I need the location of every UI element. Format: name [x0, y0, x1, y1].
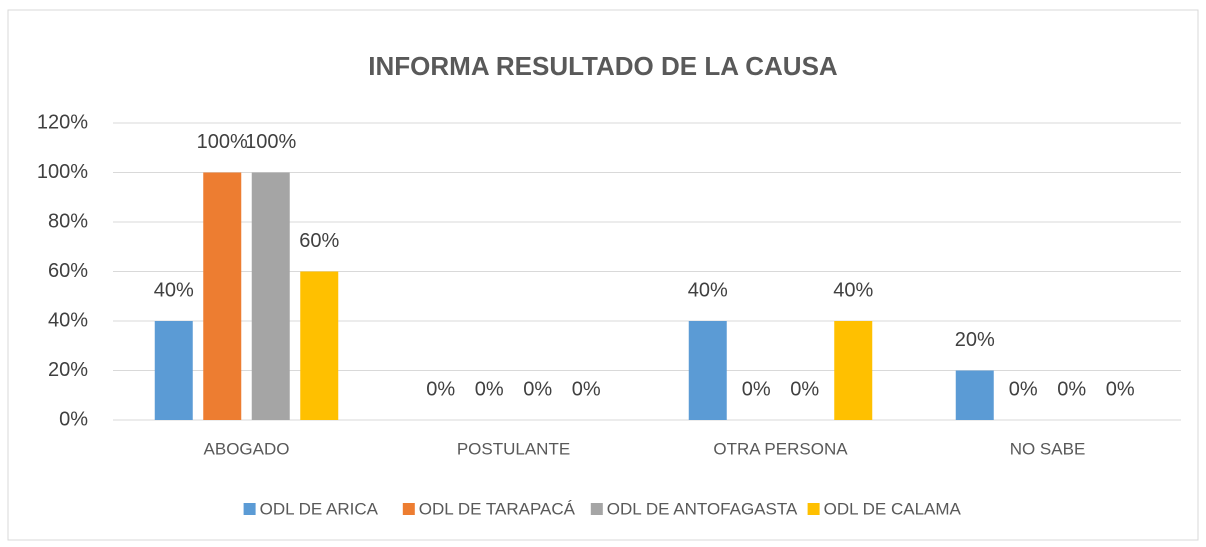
bar [300, 271, 339, 420]
bar [154, 321, 193, 420]
x-tick-label: OTRA PERSONA [713, 439, 848, 458]
y-tick-label: 100% [37, 161, 88, 183]
legend-swatch [402, 503, 415, 515]
data-label: 0% [790, 378, 819, 400]
bar [955, 370, 994, 420]
legend-label: ODL DE TARAPACÁ [419, 499, 576, 518]
bar [203, 172, 242, 420]
data-label: 40% [154, 279, 194, 301]
data-label: 100% [245, 131, 296, 153]
data-label: 0% [475, 378, 504, 400]
legend-label: ODL DE ANTOFAGASTA [607, 499, 798, 518]
data-label: 20% [955, 329, 995, 351]
y-tick-label: 40% [48, 309, 88, 331]
data-label: 0% [1057, 378, 1086, 400]
x-tick-label: ABOGADO [204, 439, 290, 458]
chart-title: INFORMA RESULTADO DE LA CAUSA [368, 51, 838, 81]
data-label: 100% [197, 131, 248, 153]
legend-swatch [243, 503, 256, 515]
legend-label: ODL DE ARICA [260, 499, 379, 518]
data-label: 40% [833, 279, 873, 301]
data-label: 0% [572, 378, 601, 400]
data-label: 0% [523, 378, 552, 400]
x-tick-label: NO SABE [1010, 439, 1086, 458]
y-tick-label: 60% [48, 260, 88, 282]
y-tick-label: 120% [37, 111, 88, 133]
x-tick-label: POSTULANTE [457, 439, 570, 458]
bar [688, 321, 727, 420]
chart-border [7, 9, 1199, 541]
legend-swatch [590, 503, 603, 515]
y-tick-label: 80% [48, 210, 88, 232]
data-label: 40% [688, 279, 728, 301]
data-label: 0% [742, 378, 771, 400]
data-label: 0% [426, 378, 455, 400]
data-label: 0% [1106, 378, 1135, 400]
data-label: 0% [1009, 378, 1038, 400]
y-tick-label: 0% [59, 408, 88, 430]
data-label: 60% [299, 230, 339, 252]
bar [251, 172, 290, 420]
y-tick-label: 20% [48, 359, 88, 381]
legend-label: ODL DE CALAMA [824, 499, 962, 518]
bar [834, 321, 873, 420]
legend-swatch [807, 503, 820, 515]
